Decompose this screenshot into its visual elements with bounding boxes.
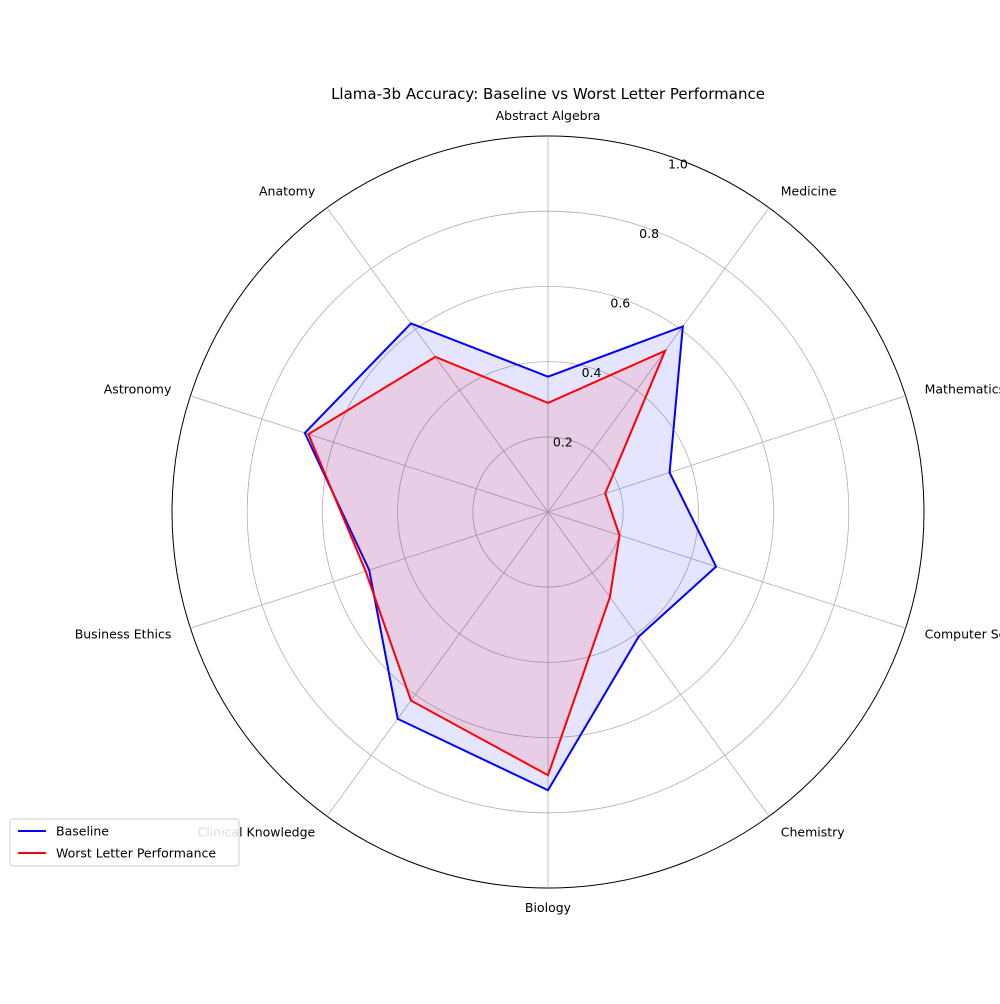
r-tick-label: 1.0 bbox=[668, 157, 688, 172]
category-label: Medicine bbox=[781, 184, 837, 199]
r-tick-label: 0.6 bbox=[610, 296, 630, 311]
category-label: Astronomy bbox=[104, 382, 172, 397]
category-label: Abstract Algebra bbox=[496, 108, 601, 123]
category-label: Mathematics bbox=[925, 382, 1000, 397]
category-label: Computer Science bbox=[925, 626, 1000, 641]
category-label: Business Ethics bbox=[75, 626, 172, 641]
chart-title: Llama-3b Accuracy: Baseline vs Worst Let… bbox=[331, 85, 765, 103]
legend-label-0: Baseline bbox=[56, 824, 109, 839]
series-1-area bbox=[308, 351, 665, 775]
legend: Baseline Worst Letter Performance bbox=[10, 819, 239, 866]
category-label: Biology bbox=[525, 900, 572, 915]
category-label: Anatomy bbox=[259, 184, 316, 199]
category-label: Chemistry bbox=[781, 824, 846, 839]
series-layer bbox=[305, 323, 716, 790]
r-tick-label: 0.8 bbox=[639, 226, 659, 241]
legend-label-1: Worst Letter Performance bbox=[56, 846, 216, 861]
r-tick-label: 0.2 bbox=[553, 435, 573, 450]
r-tick-label: 0.4 bbox=[582, 365, 602, 380]
